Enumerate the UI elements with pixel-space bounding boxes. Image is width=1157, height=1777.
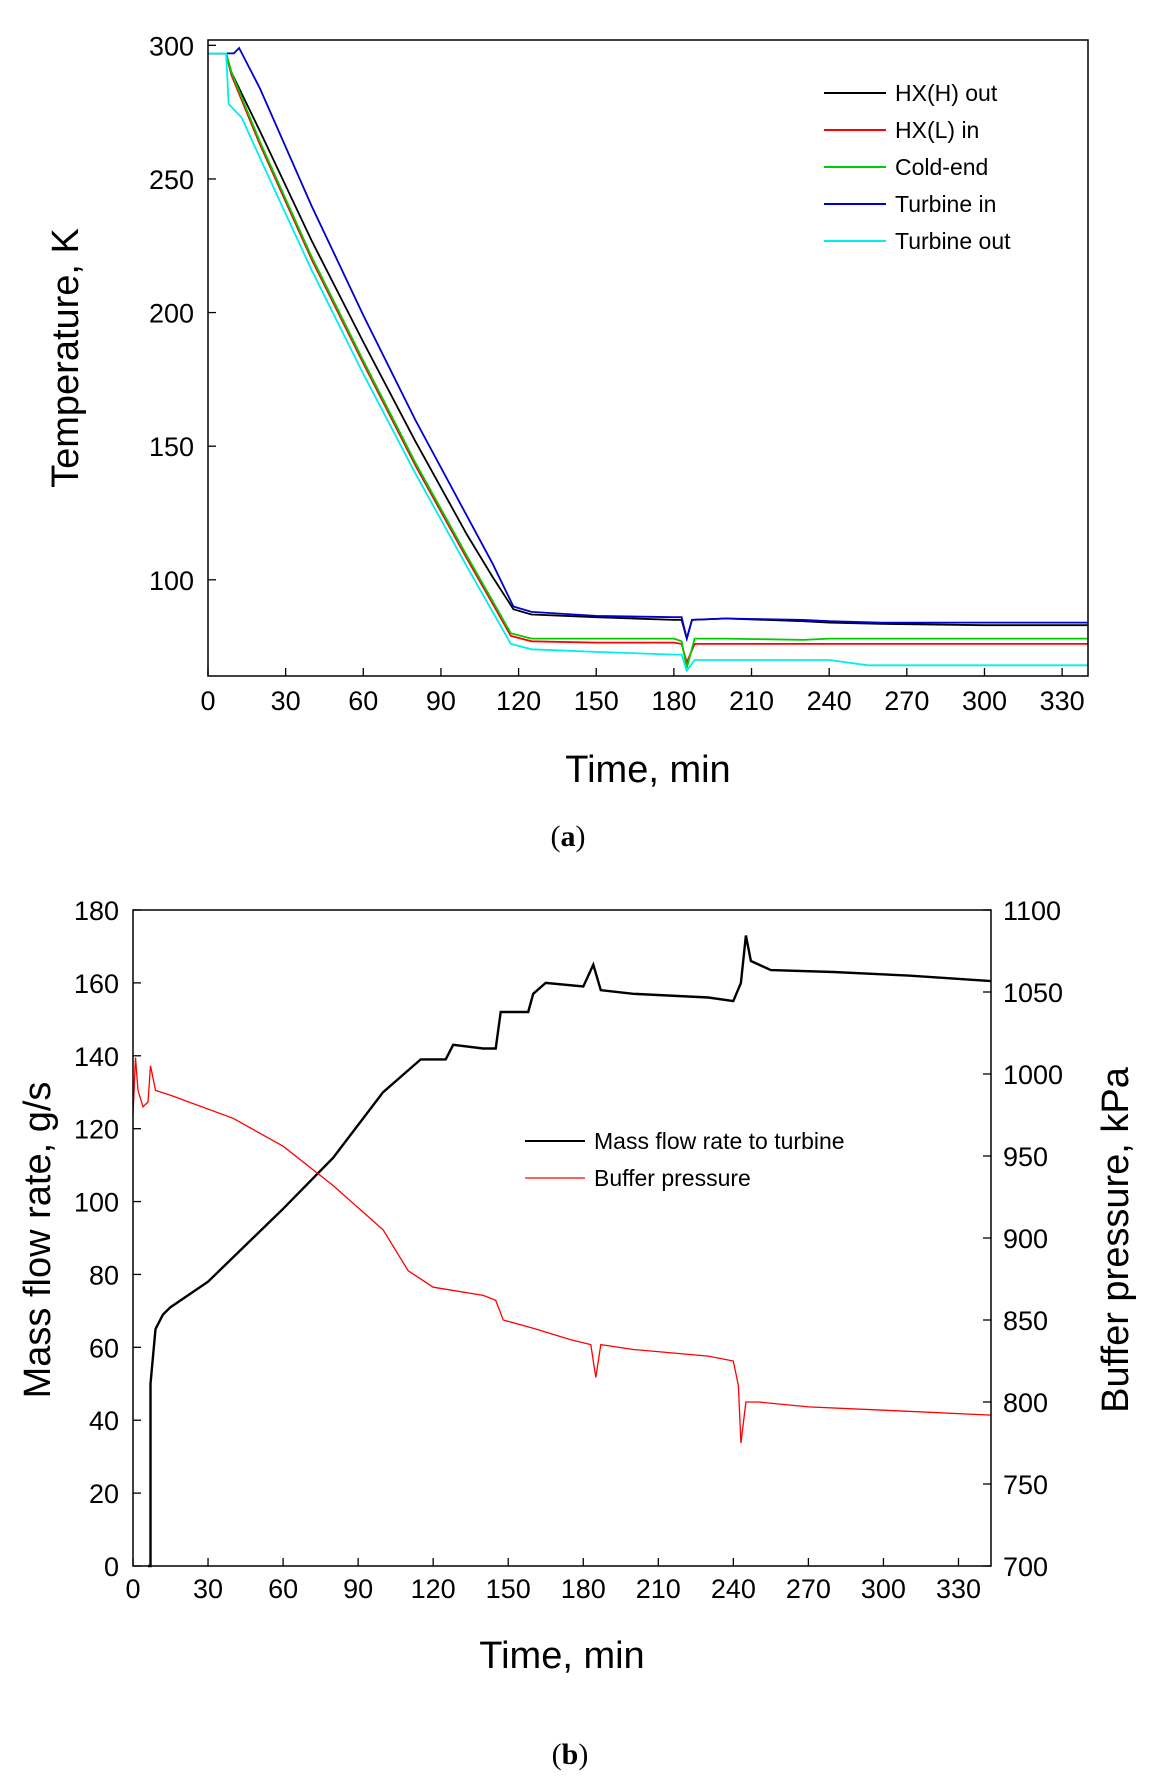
panel-a-x-tick-label-5: 150 [574,686,619,716]
panel-b-right-tick-label-8: 1100 [1003,896,1061,926]
panel-b-legend-label-1: Buffer pressure [594,1165,751,1191]
panel-b-left-y-axis: 0 20 40 60 80 100 120 140 160 180 [74,896,141,1582]
panel-b-x-tick-label-1: 30 [193,1574,223,1604]
panel-a-x-tick-label-7: 210 [729,686,774,716]
panel-b-series-layer [132,935,992,1568]
panel-b-x-axis-title: Time, min [479,1635,644,1677]
panel-a-temperature-chart: 0 30 60 90 120 150 180 210 240 270 300 330 100 150 20… [45,31,1089,853]
panel-a-series-layer [208,46,1088,673]
panel-b-legend: Mass flow rate to turbine Buffer pressure [525,1128,845,1191]
panel-a-legend-label-4: Turbine out [895,228,1011,254]
panel-b-x-axis: 0 30 60 90 120 150 180 210 240 270 300 330 [125,1558,981,1604]
panel-b-left-tick-label-6: 120 [74,1115,119,1145]
panel-a-series-line-2 [208,52,1088,669]
panel-a-y-axis-title: Temperature, K [45,228,87,488]
panel-b-left-tick-label-2: 40 [89,1406,119,1436]
panel-a-x-axis-title: Time, min [565,749,730,791]
panel-a-x-tick-label-6: 180 [651,686,696,716]
panel-b-caption-letter: b [562,1738,579,1771]
panel-b-right-tick-label-6: 1000 [1003,1060,1063,1090]
panel-a-x-axis: 0 30 60 90 120 150 180 210 240 270 300 330 [200,668,1085,716]
panel-b-left-tick-label-3: 60 [89,1333,119,1363]
panel-b-x-tick-label-10: 300 [861,1574,906,1604]
panel-a-x-tick-label-0: 0 [200,686,215,716]
panel-b-series-line-1 [132,1057,992,1444]
panel-b-x-tick-label-4: 120 [411,1574,456,1604]
panel-b-right-tick-label-3: 850 [1003,1306,1048,1336]
panel-a-y-tick-label-0: 100 [149,566,194,596]
panel-a-legend-label-2: Cold-end [895,154,988,180]
panel-a-x-tick-label-3: 90 [426,686,456,716]
panel-b-plot-frame [132,909,992,1567]
panel-b-left-tick-label-0: 0 [104,1552,119,1582]
panel-b-right-tick-label-1: 750 [1003,1470,1048,1500]
panel-a-x-tick-label-10: 300 [962,686,1007,716]
panel-b-series-line-0 [148,935,992,1568]
panel-b-legend-label-0: Mass flow rate to turbine [594,1128,845,1154]
panel-b-left-tick-label-7: 140 [74,1042,119,1072]
panel-b-right-tick-label-7: 1050 [1003,978,1063,1008]
panel-b-right-tick-label-2: 800 [1003,1388,1048,1418]
panel-b-left-tick-label-4: 80 [89,1260,119,1290]
panel-b-left-tick-label-1: 20 [89,1479,119,1509]
panel-b-flow-pressure-chart: 0 30 60 90 120 150 180 210 240 270 300 330 0 20 40 60 8… [17,896,1137,1771]
panel-a-legend-label-1: HX(L) in [895,117,979,143]
panel-a-y-axis: 100 150 200 250 300 [149,31,216,596]
panel-a-y-tick-label-2: 200 [149,299,194,329]
panel-a-series-line-0 [208,52,1088,642]
panel-a-caption-letter: a [561,820,576,853]
panel-a-x-tick-label-11: 330 [1040,686,1085,716]
panel-b-x-tick-label-5: 150 [486,1574,531,1604]
panel-b-right-y-axis: 700 750 800 850 900 950 1000 1050 1100 [983,896,1063,1582]
panel-a-series-line-1 [208,52,1088,666]
panel-a-caption: (a) [551,820,586,853]
panel-a-x-tick-label-4: 120 [496,686,541,716]
panel-a-series-line-4 [208,52,1088,673]
panel-b-left-tick-label-5: 100 [74,1188,119,1218]
panel-b-x-tick-label-8: 240 [711,1574,756,1604]
panel-b-caption: (b) [552,1738,589,1771]
panel-b-left-tick-label-8: 160 [74,969,119,999]
panel-b-x-tick-label-0: 0 [125,1574,140,1604]
panel-a-x-tick-label-9: 270 [884,686,929,716]
panel-a-x-tick-label-1: 30 [271,686,301,716]
panel-a-x-tick-label-8: 240 [807,686,852,716]
panel-a-legend-label-3: Turbine in [895,191,996,217]
panel-a-y-tick-label-4: 300 [149,31,194,61]
panel-a-series-line-3 [208,46,1088,643]
panel-a-legend-label-0: HX(H) out [895,80,998,106]
panel-a-legend: HX(H) out HX(L) in Cold-end Turbine in Turbi… [824,80,1011,254]
panel-b-right-y-axis-title: Buffer pressure, kPa [1095,1066,1137,1413]
panel-a-y-tick-label-3: 250 [149,165,194,195]
panel-b-x-tick-label-7: 210 [636,1574,681,1604]
panel-b-x-tick-label-6: 180 [561,1574,606,1604]
panel-b-x-tick-label-2: 60 [268,1574,298,1604]
panel-b-x-tick-label-9: 270 [786,1574,831,1604]
panel-a-plot-frame [207,39,1089,677]
panel-b-x-tick-label-3: 90 [343,1574,373,1604]
panel-a-y-tick-label-1: 150 [149,432,194,462]
panel-b-left-y-axis-title: Mass flow rate, g/s [17,1082,59,1399]
panel-b-right-tick-label-5: 950 [1003,1142,1048,1172]
panel-b-x-tick-label-11: 330 [936,1574,981,1604]
panel-b-right-tick-label-0: 700 [1003,1552,1048,1582]
panel-a-x-tick-label-2: 60 [348,686,378,716]
panel-b-left-tick-label-9: 180 [74,896,119,926]
panel-b-right-tick-label-4: 900 [1003,1224,1048,1254]
